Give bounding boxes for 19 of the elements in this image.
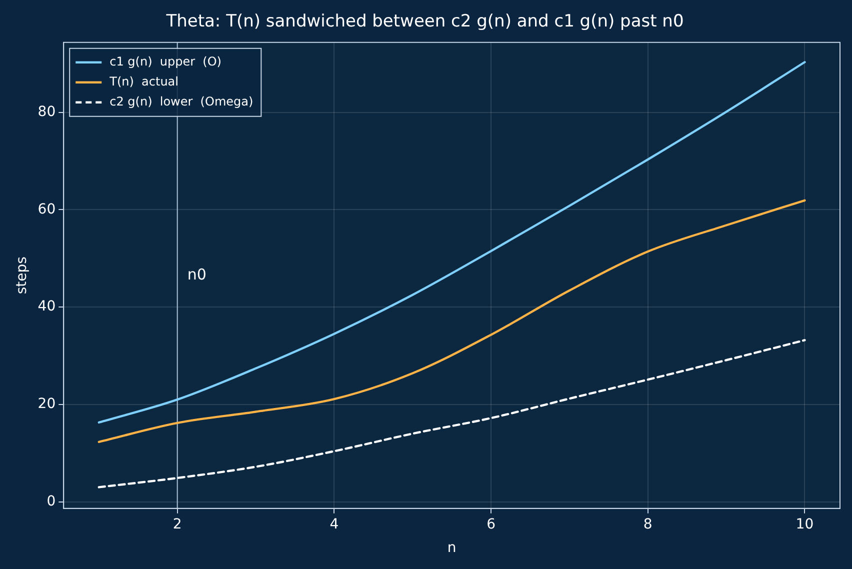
- y-tick-label: 80: [38, 104, 56, 120]
- line-series: [98, 199, 806, 444]
- y-tick-label: 0: [46, 493, 56, 510]
- chart-title: Theta: T(n) sandwiched between c2 g(n) and c1 g(n) past n0: [165, 12, 684, 32]
- x-axis-title: n: [447, 540, 456, 556]
- legend-label: T(n) actual: [108, 74, 179, 89]
- x-tick-label: 6: [486, 516, 496, 532]
- y-axis-title: steps: [14, 256, 30, 294]
- y-tick-label: 60: [38, 201, 56, 218]
- legend-label: c2 g(n) lower (Omega): [110, 94, 254, 109]
- x-tick-label: 4: [330, 516, 339, 532]
- line-series: [98, 339, 806, 488]
- x-tick-label: 2: [172, 516, 182, 532]
- y-tick-label: 40: [38, 298, 56, 315]
- x-tick-label: 10: [796, 516, 814, 532]
- legend-label: c1 g(n) upper (O): [110, 54, 222, 69]
- x-tick-label: 8: [643, 516, 652, 532]
- y-tick-label: 20: [38, 396, 56, 412]
- ref-line-label: n0: [187, 265, 206, 284]
